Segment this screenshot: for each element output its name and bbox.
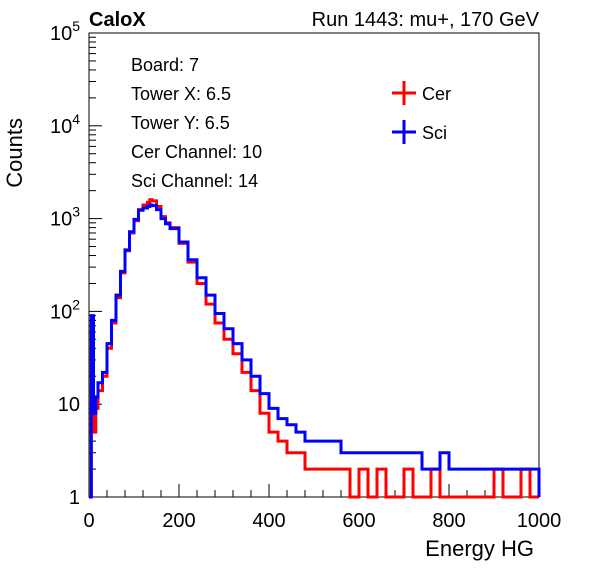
brand-label: CaloX [89,9,146,31]
run-info-label: Run 1443: mu+, 170 GeV [312,9,540,31]
y-tick-label: 104 [50,111,80,138]
y-tick-label: 105 [50,18,80,45]
x-tick-label: 200 [162,510,195,532]
info-block: Board: 7 Tower X: 6.5 Tower Y: 6.5 Cer C… [131,55,262,191]
y-tick-label: 1 [69,487,80,509]
x-tick-label: 400 [252,510,285,532]
y-tick-label: 103 [50,204,80,231]
info-board: Board: 7 [131,55,199,75]
info-tower-y: Tower Y: 6.5 [131,113,230,133]
info-sci-channel: Sci Channel: 14 [131,171,258,191]
x-tick-label: 1000 [517,510,562,532]
series-line-sci [89,203,541,499]
legend-label-cer: Cer [422,84,451,104]
legend: Cer Sci [392,81,451,144]
series-line-cer [89,198,539,499]
x-tick-label: 600 [342,510,375,532]
series-layer [89,198,541,499]
plot-frame [88,32,540,498]
legend-label-sci: Sci [422,123,447,143]
info-cer-channel: Cer Channel: 10 [131,142,262,162]
x-axis-title: Energy HG [425,536,534,561]
y-tick-label: 102 [50,296,80,323]
x-tick-label: 800 [432,510,465,532]
y-axis-title: Counts [2,118,27,188]
info-tower-x: Tower X: 6.5 [131,84,231,104]
y-tick-label: 10 [58,394,80,416]
x-tick-label: 0 [83,510,94,532]
